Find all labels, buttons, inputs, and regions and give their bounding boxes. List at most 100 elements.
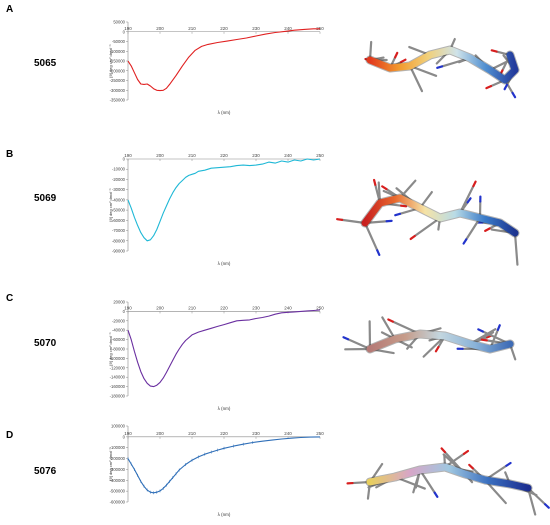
x-axis-label: λ (nm) [218,512,231,517]
x-tick-label: 220 [220,305,228,310]
y-tick-label: 0 [123,309,126,314]
x-axis-label: λ (nm) [218,110,231,115]
panel-c: C 5070 20000 0 -20000 -40000 -60000 -80000 -10… [0,286,550,411]
sample-id: 5070 [34,338,57,349]
cd-spectrum-line [127,28,320,92]
x-tick-label: 190 [124,431,132,436]
side-chain-stick [346,338,372,351]
y-tick-label: -80000 [112,238,126,243]
side-chain-stick [465,216,482,241]
atom-stick [336,218,344,221]
peptide-structure-image [346,447,550,516]
y-tick-label: -160000 [110,384,126,389]
atom-stick [394,51,399,59]
y-tick-label: -20000 [112,177,126,182]
peptide-structure-image [336,178,520,266]
y-tick-label: -10000 [112,167,126,172]
backbone-ribbon [366,330,514,353]
y-tick-label: -100000 [110,445,126,450]
y-tick-label: -500000 [110,489,126,494]
atom-stick [462,238,468,245]
y-tick-label: -200000 [110,68,126,73]
atom-stick [466,197,472,204]
atom-stick [434,345,440,353]
side-chain-stick [341,218,367,225]
y-tick-label: -180000 [110,394,126,399]
y-tick-label: -70000 [112,228,126,233]
atom-stick [480,338,488,342]
y-tick-label: -300000 [110,88,126,93]
atom-stick [440,447,447,454]
x-tick-label: 220 [220,431,228,436]
x-tick-label: 250 [316,26,324,31]
y-tick-label: -140000 [110,375,126,380]
y-tick-label: -80000 [112,347,126,352]
atom-stick [462,449,470,455]
side-chain-stick [513,231,519,266]
side-chain-stick [422,334,447,358]
y-tick-label: 50000 [113,20,125,25]
y-tick-label: -250000 [110,78,126,83]
panel-label: B [6,149,14,160]
cd-spectrum-chart-5069: 0 -10000 -20000 -30000 -40000 -50000 -60000 -70… [108,153,324,266]
atom-stick [372,178,377,186]
x-tick-label: 190 [124,153,132,158]
y-tick-label: -90000 [112,249,126,254]
x-tick-label: 230 [252,431,260,436]
sample-id: 5076 [34,466,57,477]
sample-id: 5065 [34,58,57,69]
x-tick-label: 240 [284,431,292,436]
atom-stick [468,463,474,470]
panel-b: B 5069 0 -10000 -20000 -30000 -40000 -50000 -6… [0,143,550,266]
y-axis-label: [θ] deg cm² dmol⁻¹ [108,447,113,481]
y-tick-label: 0 [123,157,126,162]
cd-spectrum-line [127,158,321,242]
panel-label: C [6,293,14,304]
atom-stick [477,328,484,333]
x-tick-label: 200 [156,153,164,158]
x-tick-label: 230 [252,153,260,158]
y-tick-label: 100000 [111,424,126,429]
atom-stick [472,180,477,188]
y-tick-label: -150000 [110,59,126,64]
y-axis-label: [θ] deg cm² dmol⁻¹ [108,188,113,222]
x-axis-label: λ (nm) [218,406,231,411]
cd-spectrum-line [127,309,321,388]
y-tick-label: -60000 [112,218,126,223]
y-tick-label: -350000 [110,98,126,103]
y-axis-label: [θ] deg cm² dmol⁻¹ [108,332,113,366]
panel-d: D 5076 100000 0 -100000 -200000 -300000 -4000… [0,418,550,525]
y-tick-label: -30000 [112,187,126,192]
y-tick-label: -40000 [112,328,126,333]
atom-stick [400,204,408,208]
x-tick-label: 210 [188,431,196,436]
y-axis-label: [θ] deg cm² dmol⁻¹ [108,44,113,78]
sample-id: 5069 [34,193,57,204]
side-chain-stick [418,468,436,494]
y-tick-label: -300000 [110,467,126,472]
atom-stick [544,503,550,509]
cd-spectrum-chart-5070: 20000 0 -20000 -40000 -60000 -80000 -100000 -12… [108,300,324,412]
y-tick-label: -50000 [112,39,126,44]
x-tick-label: 250 [316,431,324,436]
y-tick-label: -200000 [110,456,126,461]
atom-stick [485,85,493,90]
y-tick-label: -100000 [110,356,126,361]
y-tick-label: -50000 [112,208,126,213]
cd-spectrum-chart-5065: 50000 0 -50000 -100000 -150000 -200000 -250000… [108,20,324,116]
y-tick-label: 20000 [113,300,125,305]
side-chain-stick [413,216,442,238]
atom-stick [342,336,350,341]
atom-stick [511,91,517,99]
side-chain-stick [363,221,379,252]
backbone-ribbon [366,46,519,84]
atom-stick [394,212,402,217]
atom-stick [503,83,509,91]
atom-stick [409,234,416,241]
x-tick-label: 220 [220,26,228,31]
atom-stick [436,65,444,69]
x-tick-label: 250 [316,153,324,158]
y-tick-label: -20000 [112,318,126,323]
y-tick-label: -600000 [110,500,126,505]
peptide-structure-image [342,316,517,361]
